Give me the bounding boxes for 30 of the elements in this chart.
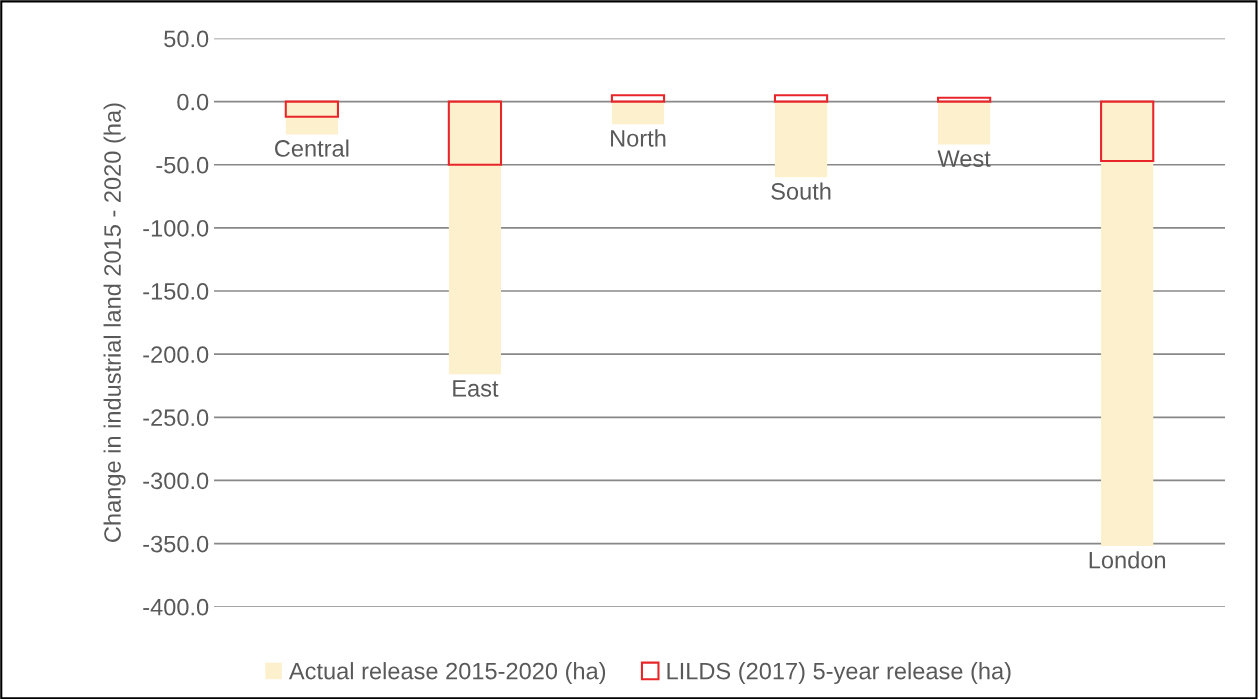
- bar: [774, 101, 828, 178]
- y-tick-label: -50.0: [156, 156, 209, 174]
- x-tick-label: North: [611, 129, 666, 147]
- bar: [773, 94, 829, 103]
- x-tick-label: South: [771, 182, 831, 200]
- y-tick-label: -400.0: [143, 598, 209, 616]
- y-axis-title: Change in industrial land 2015 - 2020 (ha): [103, 103, 126, 542]
- x-tick-label: London: [1089, 551, 1166, 569]
- bar: [447, 100, 503, 166]
- bar: [1100, 100, 1155, 162]
- legend-label: LILDS (2017) 5-year release (ha): [667, 662, 1011, 685]
- y-tick-label: -150.0: [143, 283, 209, 300]
- bar: [448, 101, 502, 375]
- y-tick-label: -200.0: [143, 346, 209, 363]
- bar: [1101, 101, 1154, 547]
- x-tick-label: East: [453, 380, 499, 397]
- x-tick-label: Central: [275, 139, 349, 157]
- y-tick-label: 50.0: [164, 30, 209, 48]
- y-tick-label: -250.0: [143, 409, 209, 427]
- y-tick-label: -100.0: [143, 219, 209, 237]
- y-tick-label: 0.0: [177, 93, 209, 111]
- x-tick-label: West: [937, 150, 991, 167]
- bar: [284, 100, 339, 118]
- bar: [938, 101, 991, 145]
- legend-label: Actual release 2015-2020 (ha): [288, 662, 606, 685]
- bar: [610, 94, 666, 103]
- bar: [936, 96, 992, 103]
- y-tick-label: -300.0: [143, 472, 209, 490]
- y-tick-label: -350.0: [143, 535, 209, 553]
- bar: [611, 101, 665, 125]
